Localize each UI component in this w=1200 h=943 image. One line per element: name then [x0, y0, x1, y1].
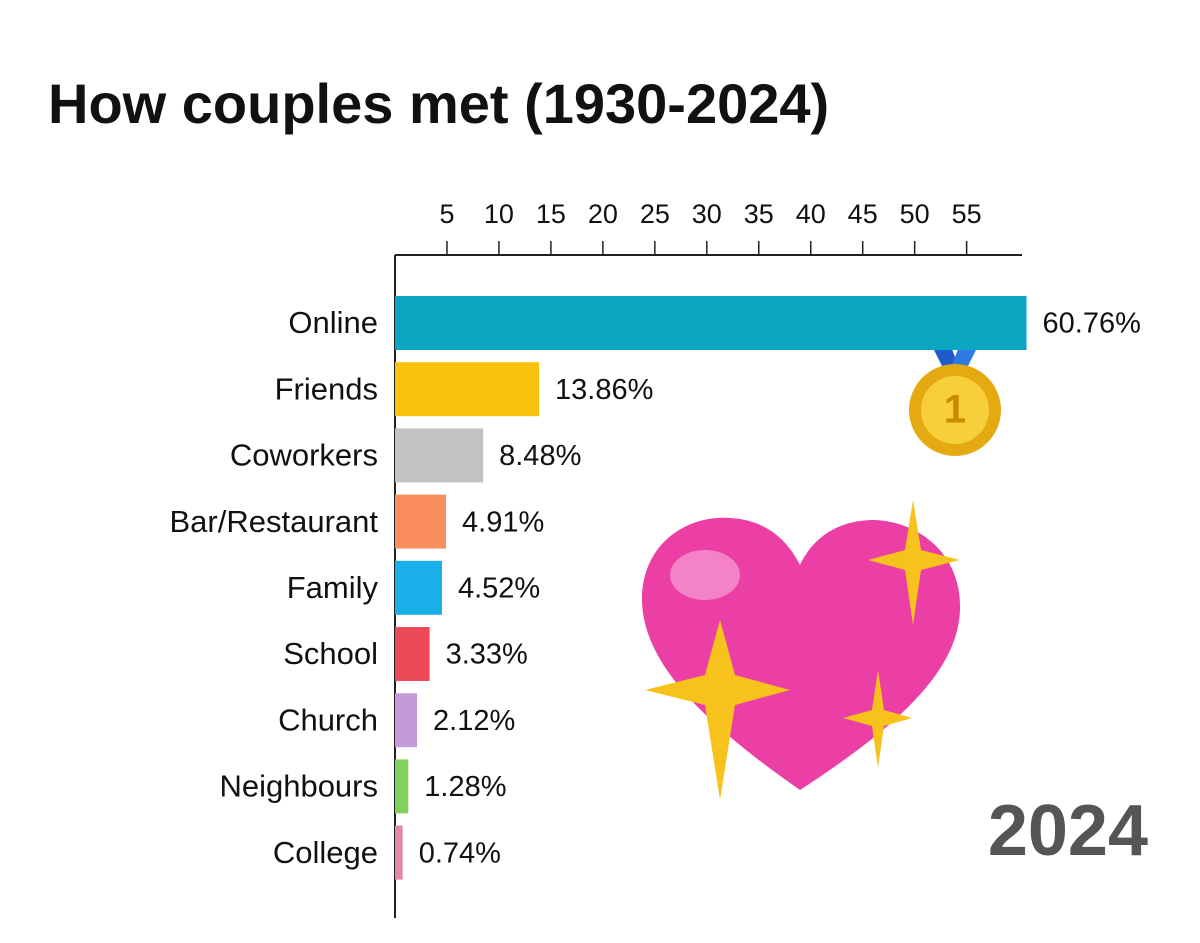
value-label: 4.52% — [458, 572, 540, 604]
x-tick-label: 35 — [744, 199, 774, 229]
x-tick-label: 50 — [900, 199, 930, 229]
x-tick-label: 20 — [588, 199, 618, 229]
x-tick-label: 55 — [952, 199, 982, 229]
category-label: Friends — [275, 371, 378, 406]
svg-text:1: 1 — [944, 388, 966, 432]
bar — [395, 693, 418, 748]
bar — [395, 362, 540, 417]
x-tick-label: 15 — [536, 199, 566, 229]
category-label: Neighbours — [219, 769, 378, 804]
value-label: 60.76% — [1043, 308, 1141, 340]
value-label: 3.33% — [446, 639, 528, 671]
bar — [395, 627, 430, 681]
value-label: 13.86% — [555, 374, 653, 406]
category-label: Bar/Restaurant — [170, 504, 379, 539]
value-label: 1.28% — [424, 771, 506, 803]
bar — [395, 825, 403, 880]
value-label: 0.74% — [419, 837, 501, 869]
value-label: 2.12% — [433, 705, 515, 737]
category-label: College — [273, 835, 378, 870]
x-tick-label: 10 — [484, 199, 514, 229]
chart-title: How couples met (1930-2024) — [48, 72, 829, 135]
category-label: Family — [287, 570, 379, 605]
bar — [395, 296, 1027, 350]
x-tick-label: 30 — [692, 199, 722, 229]
value-label: 4.91% — [462, 506, 544, 538]
year-label: 2024 — [988, 791, 1148, 871]
x-tick-label: 40 — [796, 199, 826, 229]
category-label: School — [283, 636, 378, 671]
heart-decoration — [641, 500, 961, 800]
bar — [395, 494, 447, 549]
x-tick-label: 5 — [439, 199, 454, 229]
bar — [395, 560, 442, 615]
category-label: Coworkers — [230, 438, 378, 473]
category-label: Church — [278, 702, 378, 737]
bar — [395, 428, 484, 483]
x-tick-label: 25 — [640, 199, 670, 229]
x-tick-label: 45 — [848, 199, 878, 229]
bar — [395, 759, 409, 814]
category-label: Online — [288, 305, 378, 340]
value-label: 8.48% — [499, 440, 581, 472]
